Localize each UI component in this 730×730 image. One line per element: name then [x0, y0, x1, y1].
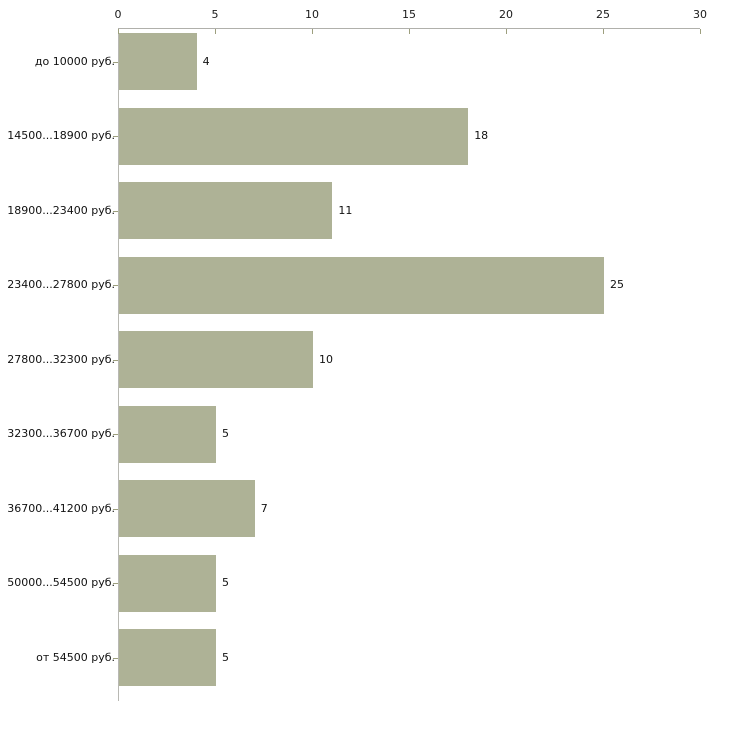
bar-value-label: 25 — [610, 278, 624, 291]
x-axis-tick — [603, 29, 604, 34]
bar[interactable] — [119, 405, 216, 463]
x-axis: 0 5 10 15 20 25 30 — [115, 9, 707, 34]
category-axis-tick — [113, 136, 118, 137]
bar-value-label: 11 — [338, 203, 353, 217]
category-axis-tick — [113, 61, 118, 63]
category-axis-label: от 54500 руб. — [36, 650, 115, 664]
bar[interactable] — [119, 554, 216, 612]
category-axis-label: 23400...27800 руб. — [7, 278, 115, 291]
bar-value-label: 10 — [319, 352, 333, 366]
category-axis-label: 27800...32300 руб. — [7, 352, 115, 366]
x-axis-tick-label: 0 — [114, 8, 122, 21]
bar[interactable] — [119, 182, 333, 239]
category-axis-label: до 10000 руб. — [34, 54, 115, 68]
x-axis-tick-label: 15 — [402, 8, 416, 21]
category-axis-tick — [113, 583, 118, 584]
category-axis-tick — [113, 285, 118, 286]
x-axis-tick — [215, 29, 216, 34]
category-axis-label: 14500...18900 руб. — [7, 129, 115, 142]
x-axis-tick — [700, 29, 701, 34]
x-axis-tick-label: 10 — [305, 8, 319, 21]
bar-value-label: 5 — [222, 576, 229, 589]
category-axis-tick — [113, 657, 118, 659]
category-axis-label: 36700...41200 руб. — [7, 501, 115, 515]
bar[interactable] — [119, 629, 216, 686]
x-axis-line — [118, 28, 700, 29]
x-axis-tick-label: 20 — [499, 8, 513, 21]
category-axis-tick — [113, 210, 118, 212]
x-axis-tick — [409, 29, 410, 34]
x-axis-tick — [118, 29, 119, 34]
bar[interactable] — [119, 33, 197, 90]
bar[interactable] — [119, 107, 469, 165]
category-axis-tick — [113, 359, 118, 361]
category-axis-label: 18900...23400 руб. — [7, 203, 115, 217]
x-axis-tick-label: 5 — [211, 8, 219, 21]
bar-value-label: 5 — [222, 650, 229, 664]
category-axis-label: 50000...54500 руб. — [7, 576, 115, 589]
x-axis-tick — [312, 29, 313, 34]
bar[interactable] — [119, 331, 313, 388]
category-axis-label: 32300...36700 руб. — [7, 427, 115, 440]
category-axis-tick — [113, 508, 118, 510]
y-axis-line — [118, 28, 119, 701]
x-axis-tick-label: 25 — [596, 8, 610, 21]
x-axis-tick — [506, 29, 507, 34]
bar-value-label: 5 — [222, 427, 229, 440]
bar[interactable] — [119, 480, 255, 537]
bar-value-label: 4 — [202, 54, 210, 68]
bar-value-label: 18 — [474, 129, 489, 142]
category-axis-tick — [113, 434, 118, 435]
bar-value-label: 7 — [260, 501, 268, 515]
bar[interactable] — [119, 256, 604, 314]
x-axis-tick-label: 30 — [693, 8, 707, 21]
